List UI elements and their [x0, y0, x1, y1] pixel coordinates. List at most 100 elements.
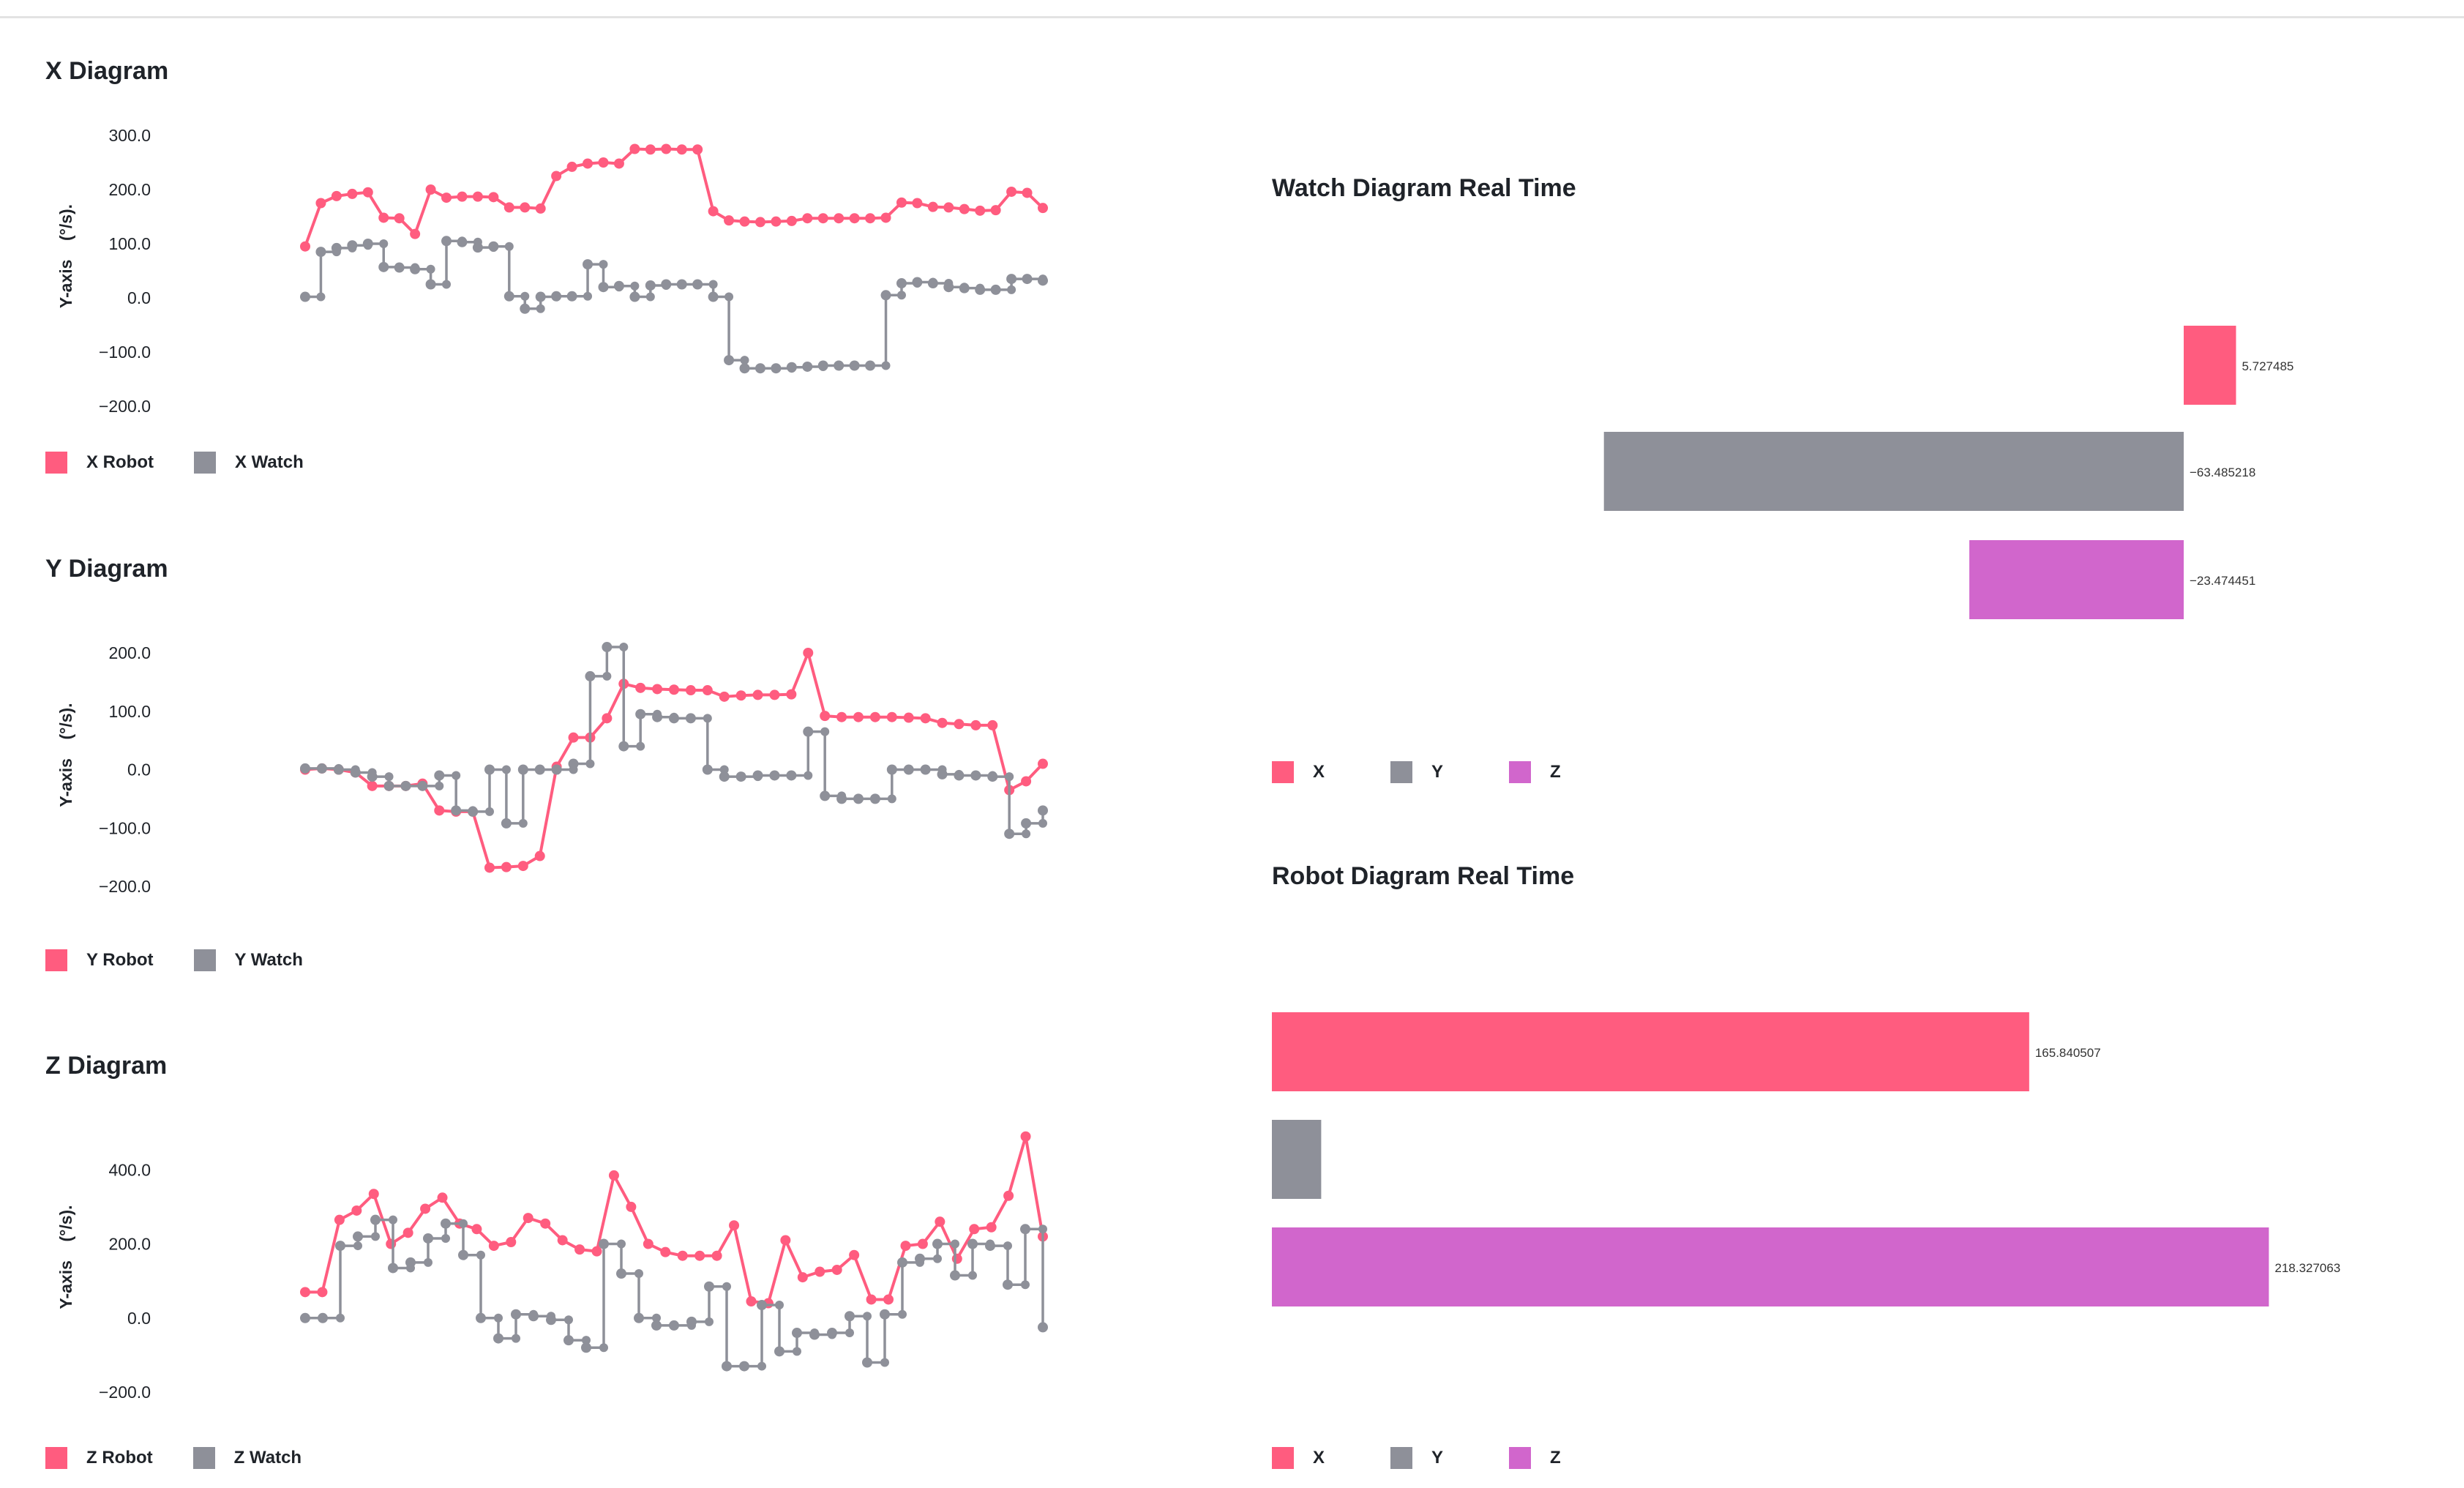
data-point[interactable]: [574, 1244, 585, 1255]
data-point[interactable]: [636, 741, 645, 751]
data-point[interactable]: [423, 1233, 433, 1244]
data-point[interactable]: [770, 771, 779, 780]
data-point[interactable]: [652, 684, 663, 695]
data-point[interactable]: [535, 203, 546, 214]
data-point[interactable]: [969, 1224, 980, 1235]
data-point[interactable]: [494, 1313, 503, 1323]
data-point[interactable]: [937, 765, 947, 774]
data-point[interactable]: [704, 1281, 714, 1292]
data-point[interactable]: [951, 1239, 959, 1249]
legend-item-z-watch[interactable]: Z Watch: [192, 1447, 302, 1469]
legend-item-robot-y[interactable]: Y: [1390, 1447, 1443, 1469]
data-point[interactable]: [608, 1170, 619, 1181]
data-point[interactable]: [618, 741, 629, 752]
data-point[interactable]: [300, 241, 310, 252]
data-point[interactable]: [739, 216, 750, 227]
data-point[interactable]: [300, 1287, 310, 1298]
data-point[interactable]: [434, 770, 445, 781]
data-point[interactable]: [518, 818, 528, 828]
data-point[interactable]: [1022, 274, 1032, 284]
data-point[interactable]: [803, 648, 814, 658]
data-point[interactable]: [315, 198, 326, 209]
data-point[interactable]: [629, 291, 640, 302]
data-point[interactable]: [426, 264, 435, 274]
data-point[interactable]: [520, 202, 531, 213]
data-point[interactable]: [617, 1239, 626, 1249]
data-point[interactable]: [418, 781, 427, 790]
data-point[interactable]: [746, 1296, 757, 1306]
data-point[interactable]: [473, 237, 482, 247]
data-point[interactable]: [520, 303, 531, 314]
data-point[interactable]: [334, 763, 343, 773]
data-point[interactable]: [529, 1309, 538, 1319]
data-point[interactable]: [708, 206, 719, 217]
data-point[interactable]: [786, 215, 797, 226]
data-point[interactable]: [724, 355, 735, 366]
data-point[interactable]: [912, 198, 923, 209]
data-point[interactable]: [635, 709, 646, 719]
data-point[interactable]: [677, 280, 686, 289]
data-point[interactable]: [753, 772, 763, 782]
data-point[interactable]: [434, 805, 445, 816]
data-point[interactable]: [722, 1282, 731, 1291]
data-point[interactable]: [820, 790, 831, 801]
data-point[interactable]: [803, 726, 814, 737]
data-point[interactable]: [1005, 772, 1014, 782]
data-point[interactable]: [802, 213, 813, 224]
data-point[interactable]: [581, 1342, 591, 1353]
data-point[interactable]: [837, 791, 847, 801]
data-point[interactable]: [917, 1238, 928, 1249]
data-point[interactable]: [1006, 186, 1017, 197]
data-point[interactable]: [740, 1361, 749, 1371]
data-point[interactable]: [1006, 274, 1017, 285]
data-point[interactable]: [540, 1218, 551, 1229]
data-point[interactable]: [411, 263, 420, 272]
data-point[interactable]: [935, 1216, 945, 1227]
data-point[interactable]: [722, 1361, 732, 1372]
data-point[interactable]: [318, 1313, 327, 1323]
data-point[interactable]: [367, 768, 377, 777]
data-point[interactable]: [904, 765, 913, 774]
legend-item-x-watch[interactable]: X Watch: [193, 452, 304, 474]
data-point[interactable]: [452, 771, 461, 780]
data-point[interactable]: [1038, 203, 1048, 214]
data-point[interactable]: [367, 780, 378, 791]
data-point[interactable]: [988, 771, 997, 780]
data-point[interactable]: [503, 202, 514, 213]
data-point[interactable]: [378, 261, 389, 272]
data-point[interactable]: [598, 157, 609, 168]
bar-z[interactable]: [1969, 540, 2184, 619]
data-point[interactable]: [815, 1266, 825, 1277]
data-point[interactable]: [692, 144, 703, 155]
data-point[interactable]: [583, 259, 593, 270]
data-point[interactable]: [719, 691, 730, 702]
data-point[interactable]: [1007, 285, 1016, 294]
data-point[interactable]: [517, 861, 528, 872]
data-point[interactable]: [769, 689, 780, 700]
data-point[interactable]: [670, 712, 678, 722]
data-point[interactable]: [866, 361, 875, 370]
data-point[interactable]: [711, 1250, 722, 1261]
data-point[interactable]: [568, 732, 579, 743]
data-point[interactable]: [598, 282, 609, 293]
data-point[interactable]: [484, 862, 495, 873]
data-point[interactable]: [921, 765, 930, 774]
data-point[interactable]: [1021, 776, 1032, 787]
data-point[interactable]: [424, 1257, 432, 1267]
data-point[interactable]: [896, 291, 906, 300]
data-point[interactable]: [645, 292, 655, 302]
data-point[interactable]: [703, 714, 712, 723]
data-point[interactable]: [990, 205, 1001, 216]
bar-y[interactable]: [1272, 1120, 1322, 1199]
data-point[interactable]: [489, 243, 498, 253]
data-point[interactable]: [849, 1249, 860, 1260]
data-point[interactable]: [752, 689, 763, 700]
data-point[interactable]: [535, 765, 544, 774]
data-point[interactable]: [951, 1253, 962, 1264]
data-point[interactable]: [332, 247, 341, 257]
data-point[interactable]: [677, 1250, 688, 1261]
data-point[interactable]: [886, 764, 897, 775]
data-point[interactable]: [394, 213, 405, 224]
data-point[interactable]: [862, 1357, 872, 1368]
data-point[interactable]: [335, 1241, 345, 1252]
